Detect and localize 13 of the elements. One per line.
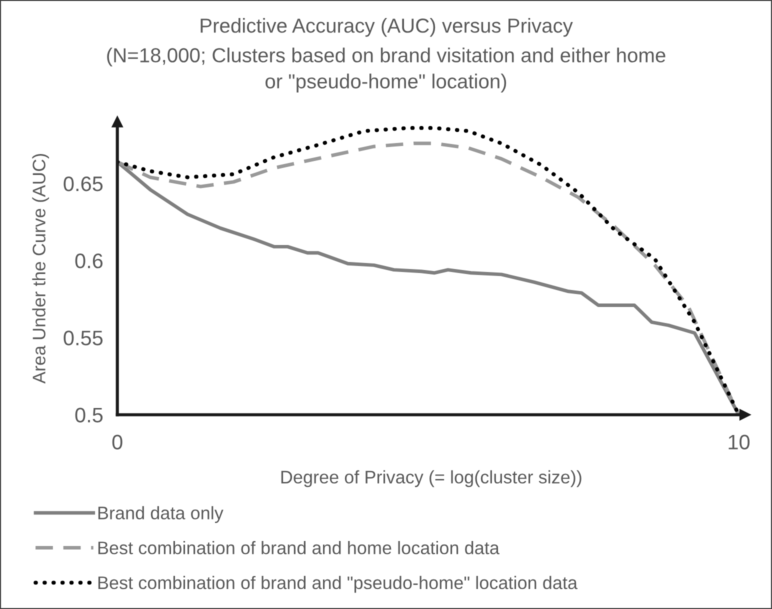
chart-subtitle: (N=18,000; Clusters based on brand visitation and either home or "pseudo-home" location) — [107, 48, 666, 92]
y-tick-label: 0.65 — [64, 176, 103, 192]
legend-label: Best combination of brand and "pseudo-home" location data — [98, 576, 578, 593]
y-tick-label: 0.6 — [75, 254, 103, 268]
legend-label: Brand data only — [98, 506, 224, 523]
y-tick-label: 0.55 — [64, 330, 103, 346]
chart-title: Predictive Accuracy (AUC) versus Privacy — [200, 18, 573, 37]
y-tick-label: 0.5 — [75, 408, 103, 422]
x-tick-label: 10 — [728, 434, 750, 450]
y-axis-title: Area Under the Curve (AUC) — [32, 154, 50, 384]
x-tick-label: 0 — [112, 434, 122, 450]
x-axis-title: Degree of Privacy (= log(cluster size)) — [281, 470, 582, 488]
legend-label: Best combination of brand and home location data — [98, 541, 500, 554]
